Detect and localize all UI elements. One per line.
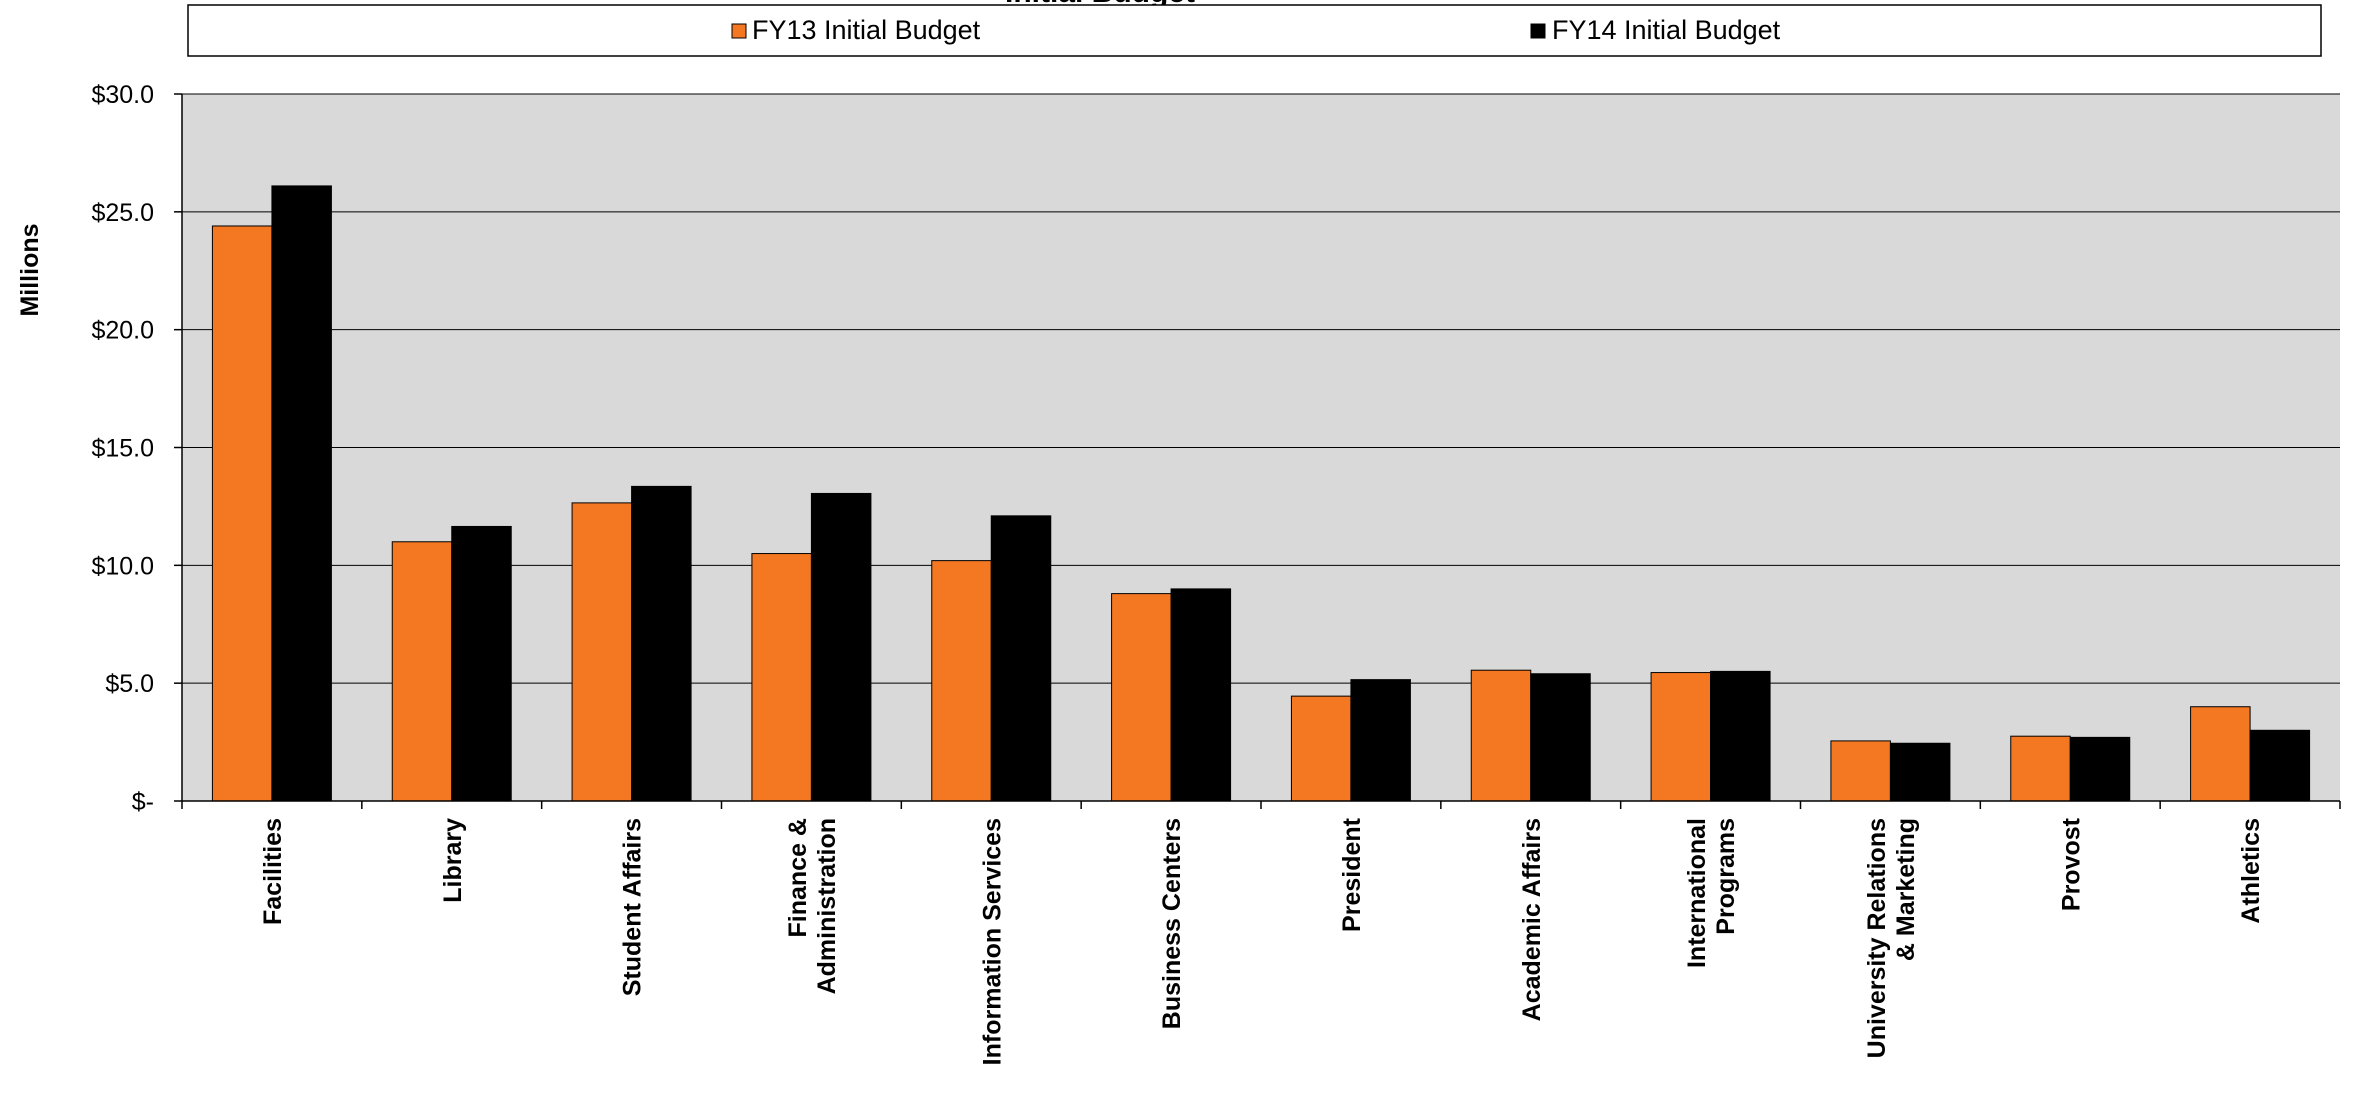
x-tick-label: Library [439, 818, 467, 903]
bar-fy13-9 [1830, 740, 1891, 802]
bar-fy14-5 [1170, 588, 1232, 802]
x-tick-label: International Programs [1683, 818, 1740, 968]
x-tick-label: Athletics [2237, 818, 2265, 924]
x-tick-label: President [1338, 817, 1366, 932]
x-tick-label-line: President [1338, 817, 1366, 932]
x-tick-label-line: Administration [813, 818, 841, 994]
bar-fy14-7 [1530, 673, 1591, 802]
x-tick-label: Academic Affairs [1518, 818, 1546, 1021]
bar-fy13-0 [211, 225, 273, 802]
bar-fy13-10 [2010, 735, 2071, 802]
legend-box [187, 4, 2322, 57]
bar-fy13-1 [391, 541, 453, 802]
legend-label-fy14: FY14 Initial Budget [1552, 15, 1781, 45]
y-axis-label: Millions [16, 223, 44, 316]
bar-fy14-1 [451, 525, 512, 802]
x-tick-label: Finance & Administration [784, 818, 841, 994]
bar-fy14-3 [810, 492, 872, 802]
x-tick-label-line: Finance & [784, 818, 812, 937]
x-tick-label: Facilities [259, 818, 287, 925]
x-tick-labels: Facilities Library Student Affairs Finance … [259, 817, 2265, 1065]
x-tick-label-line: International [1683, 818, 1711, 968]
bar-fy14-9 [1889, 742, 1951, 802]
legend-swatch-fy13 [731, 23, 747, 39]
y-tick-label: $25.0 [91, 199, 154, 227]
bar-fy13-2 [571, 502, 633, 802]
y-tick-label: $- [132, 788, 154, 816]
bar-fy13-7 [1470, 669, 1532, 802]
bars [211, 185, 2311, 802]
y-tick-label: $5.0 [105, 670, 154, 698]
y-tick-label: $15.0 [91, 435, 154, 463]
x-tick-label-line: Programs [1712, 818, 1740, 935]
x-tick-label-line: Student Affairs [619, 818, 647, 996]
x-tick-label: Information Services [978, 818, 1006, 1065]
legend-label-fy13: FY13 Initial Budget [752, 15, 981, 45]
x-tick-label-line: Library [439, 818, 467, 903]
bar-fy14-8 [1710, 670, 1771, 802]
y-tick-label: $10.0 [91, 552, 154, 580]
bar-fy14-6 [1350, 679, 1411, 802]
x-tick-label-line: & Marketing [1892, 818, 1920, 961]
bar-fy13-4 [931, 560, 992, 802]
legend: FY13 Initial Budget FY14 Initial Budget [187, 4, 2322, 57]
x-tick-label-line: Information Services [978, 818, 1006, 1065]
x-tick-label: Business Centers [1158, 818, 1186, 1029]
axes [174, 93, 2341, 809]
legend-swatch-fy14 [1530, 23, 1546, 39]
bar-fy14-10 [2069, 736, 2131, 802]
x-tick-label: Provost [2057, 817, 2085, 911]
bar-fy13-8 [1650, 672, 1712, 802]
x-tick-label-line: Facilities [259, 818, 287, 925]
y-tick-label: $20.0 [91, 317, 154, 345]
bar-fy14-11 [2249, 729, 2311, 802]
bar-fy13-6 [1290, 695, 1352, 802]
bar-fy14-4 [990, 515, 1052, 802]
x-tick-label-line: University Relations [1863, 818, 1891, 1058]
x-tick-label-line: Academic Affairs [1518, 818, 1546, 1021]
bar-fy13-3 [751, 553, 812, 802]
x-tick-label: Student Affairs [619, 818, 647, 996]
x-tick-label-line: Provost [2057, 817, 2085, 911]
bar-fy14-0 [271, 185, 332, 802]
y-tick-label: $30.0 [91, 81, 154, 109]
x-tick-label: University Relations & Marketing [1863, 818, 1920, 1058]
x-tick-label-line: Business Centers [1158, 818, 1186, 1029]
gridlines [182, 93, 2340, 684]
y-tick-labels: $- $5.0 $10.0 $15.0 $20.0 $25.0 $30.0 [91, 81, 154, 816]
x-tick-label-line: Athletics [2237, 818, 2265, 924]
bar-fy14-2 [631, 485, 692, 802]
bar-fy13-5 [1111, 593, 1172, 802]
bar-fy13-11 [2190, 706, 2251, 802]
